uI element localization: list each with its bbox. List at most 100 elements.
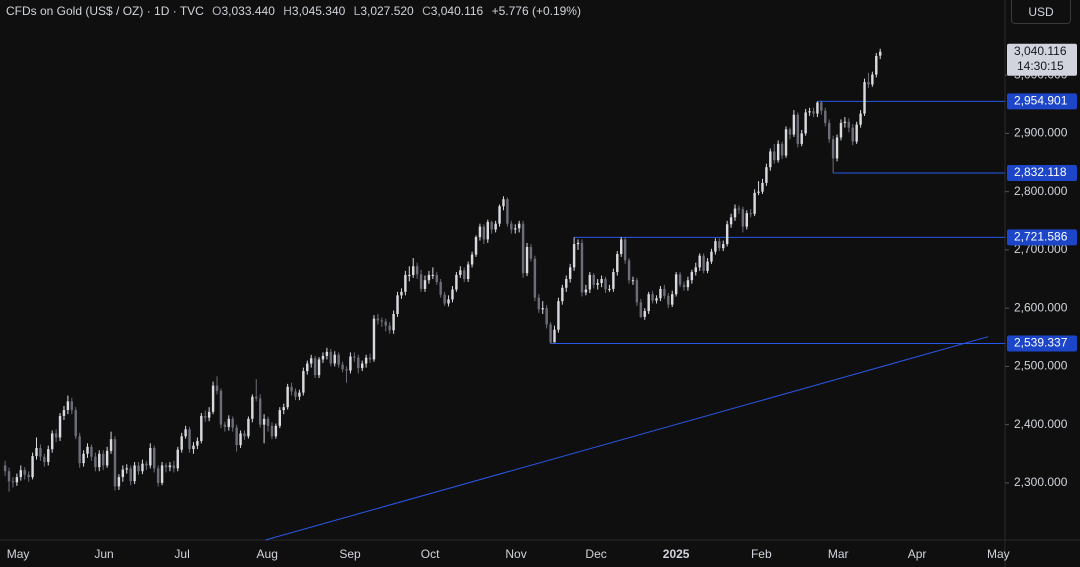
candle-body xyxy=(388,325,391,331)
candle-body xyxy=(616,253,619,273)
candle-body xyxy=(643,311,646,317)
candle-body xyxy=(667,295,670,305)
candle-body xyxy=(796,114,800,144)
candle-body xyxy=(600,279,603,284)
candle-body xyxy=(317,359,321,376)
candle-body xyxy=(784,129,788,156)
candle-body xyxy=(647,294,650,312)
y-tick-label: 2,500.000 xyxy=(1014,359,1068,373)
candle-body xyxy=(506,199,509,224)
y-tick-label: 2,400.000 xyxy=(1014,417,1068,431)
level-label: 2,721.586 xyxy=(1014,230,1068,244)
candle-body xyxy=(235,427,238,446)
candle-body xyxy=(54,433,58,438)
candle-body xyxy=(651,294,654,301)
candle-body xyxy=(125,468,128,470)
candle-body xyxy=(423,280,427,289)
candle-body xyxy=(286,386,289,408)
candle-body xyxy=(761,182,764,192)
candle-body xyxy=(435,274,438,282)
candle-body xyxy=(459,270,462,275)
candle-body xyxy=(404,274,407,292)
candle-body xyxy=(541,308,544,310)
candle-body xyxy=(533,258,537,298)
candle-body xyxy=(419,274,423,289)
candle-body xyxy=(871,74,874,85)
candle-body xyxy=(839,122,843,138)
candle-body xyxy=(290,386,293,392)
candle-body xyxy=(510,223,513,230)
x-tick-label: Jun xyxy=(94,547,113,561)
currency-button[interactable]: USD xyxy=(1011,0,1071,24)
x-tick-label: Dec xyxy=(585,547,606,561)
x-tick-label: Oct xyxy=(421,547,440,561)
candle-body xyxy=(35,447,38,457)
y-tick-label: 2,900.000 xyxy=(1014,126,1068,140)
candle-body xyxy=(863,82,866,114)
candle-body xyxy=(325,351,329,356)
candle-body xyxy=(15,477,19,483)
candle-body xyxy=(298,392,301,397)
candle-body xyxy=(608,288,611,290)
candle-body xyxy=(415,266,419,275)
candle-body xyxy=(11,481,15,483)
candle-body xyxy=(309,358,313,364)
candle-body xyxy=(639,302,643,317)
candle-body xyxy=(800,133,803,144)
candle-body xyxy=(859,113,862,125)
x-tick-label: Sep xyxy=(339,547,361,561)
candle-body xyxy=(490,221,493,230)
candle-body xyxy=(549,324,552,343)
candle-body xyxy=(231,418,234,428)
candle-body xyxy=(737,208,741,210)
candle-body xyxy=(623,239,627,261)
candle-body xyxy=(749,213,752,215)
candle-body xyxy=(39,447,42,457)
candle-body xyxy=(412,266,415,275)
candle-body xyxy=(278,410,282,426)
candle-body xyxy=(400,291,403,296)
candle-body xyxy=(831,139,835,159)
candle-body xyxy=(769,151,772,168)
candle-body xyxy=(576,242,580,245)
candle-body xyxy=(98,453,101,468)
candle-body xyxy=(557,301,560,330)
candle-body xyxy=(521,223,525,274)
candle-body xyxy=(816,102,819,114)
candle-body xyxy=(113,439,117,487)
candle-body xyxy=(729,217,733,225)
candle-body xyxy=(121,469,125,478)
candle-body xyxy=(474,237,478,255)
candle-body xyxy=(243,433,246,437)
candle-body xyxy=(780,143,784,156)
candle-body xyxy=(698,255,701,268)
candle-body xyxy=(349,356,352,371)
x-tick-label: 2025 xyxy=(663,547,690,561)
candle-body xyxy=(302,371,305,393)
candle-body xyxy=(878,51,882,56)
candle-body xyxy=(612,272,615,289)
candle-body xyxy=(851,127,854,142)
candle-body xyxy=(196,440,199,446)
candle-body xyxy=(706,261,709,271)
x-tick-label: Jul xyxy=(174,547,189,561)
ohlc-value: 3,027.520 xyxy=(360,4,414,18)
ohlc-value: 3,040.116 xyxy=(430,4,484,18)
candle-body xyxy=(153,447,156,469)
candle-body xyxy=(392,313,395,331)
y-tick-label: 2,300.000 xyxy=(1014,475,1068,489)
header: CFDs on Gold (US$ / OZ) · 1D · TVC O3,03… xyxy=(6,4,581,18)
candle-body xyxy=(247,418,250,437)
candle-body xyxy=(94,456,97,468)
candle-body xyxy=(372,318,376,360)
candle-body xyxy=(718,241,721,249)
candle-body xyxy=(180,436,183,450)
candle-body xyxy=(451,289,454,300)
candle-body xyxy=(545,308,548,325)
candle-body xyxy=(584,289,588,293)
candle-body xyxy=(725,224,729,245)
candle-body xyxy=(384,321,387,326)
level-label-box xyxy=(1007,164,1077,181)
x-tick-label: Mar xyxy=(828,547,849,561)
